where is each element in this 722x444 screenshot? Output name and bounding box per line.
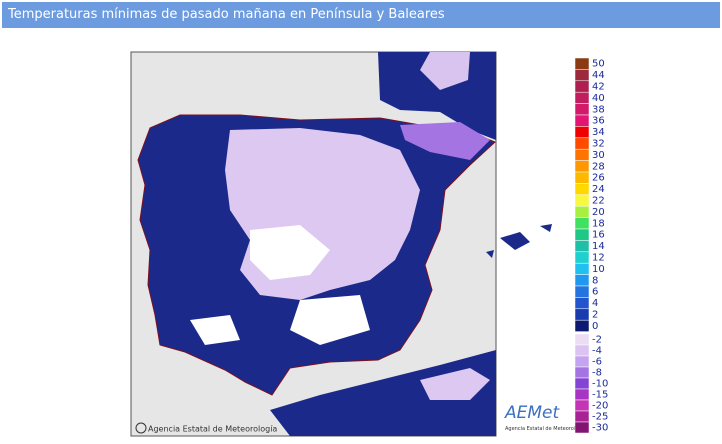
legend-swatch [574, 80, 590, 93]
legend-swatch [574, 421, 590, 434]
africa [270, 350, 496, 436]
legend-swatch [574, 228, 590, 241]
legend-swatch [574, 217, 590, 230]
legend-swatch [574, 262, 590, 275]
legend-label: -4 [592, 346, 602, 357]
legend-label: 42 [592, 82, 605, 93]
legend-label: 4 [592, 298, 598, 309]
legend-swatch [574, 148, 590, 161]
legend-label: 0 [592, 321, 598, 332]
legend-swatch [574, 103, 590, 116]
legend-swatch [574, 194, 590, 207]
legend-label: 6 [592, 287, 598, 298]
legend-swatch [574, 126, 590, 139]
legend-label: 50 [592, 59, 605, 70]
legend-label: 32 [592, 139, 605, 150]
credit: Agencia Estatal de Meteorología [148, 425, 277, 434]
legend-label: 10 [592, 264, 605, 275]
legend-label: -6 [592, 357, 602, 368]
legend-label: 2 [592, 310, 598, 321]
legend-label: 30 [592, 150, 605, 161]
legend-label: 8 [592, 275, 598, 286]
legend-label: -2 [592, 335, 602, 346]
legend-label: 22 [592, 196, 605, 207]
legend-swatch [574, 344, 590, 357]
copyright-icon [135, 422, 147, 434]
legend-label: 40 [592, 93, 605, 104]
legend-swatch [574, 171, 590, 184]
cold-area [420, 368, 490, 400]
header-title: Temperaturas mínimas de pasado mañana en… [2, 2, 720, 28]
legend-label: -20 [592, 401, 608, 412]
legend-label: 34 [592, 127, 605, 138]
legend-swatch [574, 57, 590, 70]
legend-label: 36 [592, 116, 605, 127]
legend-swatch [574, 251, 590, 264]
legend-swatch [574, 366, 590, 379]
legend-swatch [574, 377, 590, 390]
legend: 5044424038363432302826242220181614121086… [574, 57, 608, 434]
legend-label: 28 [592, 161, 605, 172]
legend-swatch [574, 114, 590, 127]
legend-label: 12 [592, 253, 605, 264]
legend-label: 18 [592, 218, 605, 229]
legend-swatch [574, 160, 590, 173]
legend-swatch [574, 410, 590, 423]
legend-swatch [574, 333, 590, 346]
legend-swatch [574, 388, 590, 401]
legend-swatch [574, 205, 590, 218]
legend-swatch [574, 240, 590, 253]
legend-label: -10 [592, 379, 608, 390]
legend-swatch [574, 69, 590, 82]
legend-swatch [574, 308, 590, 321]
legend-label: 20 [592, 207, 605, 218]
legend-label: 24 [592, 184, 605, 195]
legend-label: -15 [592, 390, 608, 401]
legend-swatch [574, 91, 590, 104]
legend-label: 14 [592, 241, 605, 252]
legend-label: 44 [592, 70, 605, 81]
baleares [486, 224, 552, 258]
legend-swatch [574, 399, 590, 412]
legend-swatch [574, 319, 590, 332]
cold-area [420, 52, 470, 90]
legend-label: 26 [592, 173, 605, 184]
logo-subtitle: Agencia Estatal de Meteorología [505, 425, 586, 432]
logo: AEMet [504, 403, 560, 423]
legend-swatch [574, 183, 590, 196]
legend-label: 38 [592, 104, 605, 115]
legend-swatch [574, 355, 590, 368]
legend-label: -8 [592, 368, 602, 379]
legend-label: 16 [592, 230, 605, 241]
legend-swatch [574, 297, 590, 310]
legend-swatch [574, 274, 590, 287]
legend-swatch [574, 137, 590, 150]
legend-label: -30 [592, 423, 608, 434]
legend-label: -25 [592, 412, 608, 423]
legend-swatch [574, 285, 590, 298]
warm-area [190, 225, 370, 345]
pyrenees-cold [400, 122, 490, 160]
